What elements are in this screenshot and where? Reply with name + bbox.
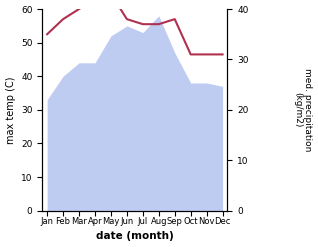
X-axis label: date (month): date (month) xyxy=(96,231,174,242)
Y-axis label: med. precipitation
(kg/m2): med. precipitation (kg/m2) xyxy=(293,68,313,152)
Y-axis label: max temp (C): max temp (C) xyxy=(5,76,16,144)
